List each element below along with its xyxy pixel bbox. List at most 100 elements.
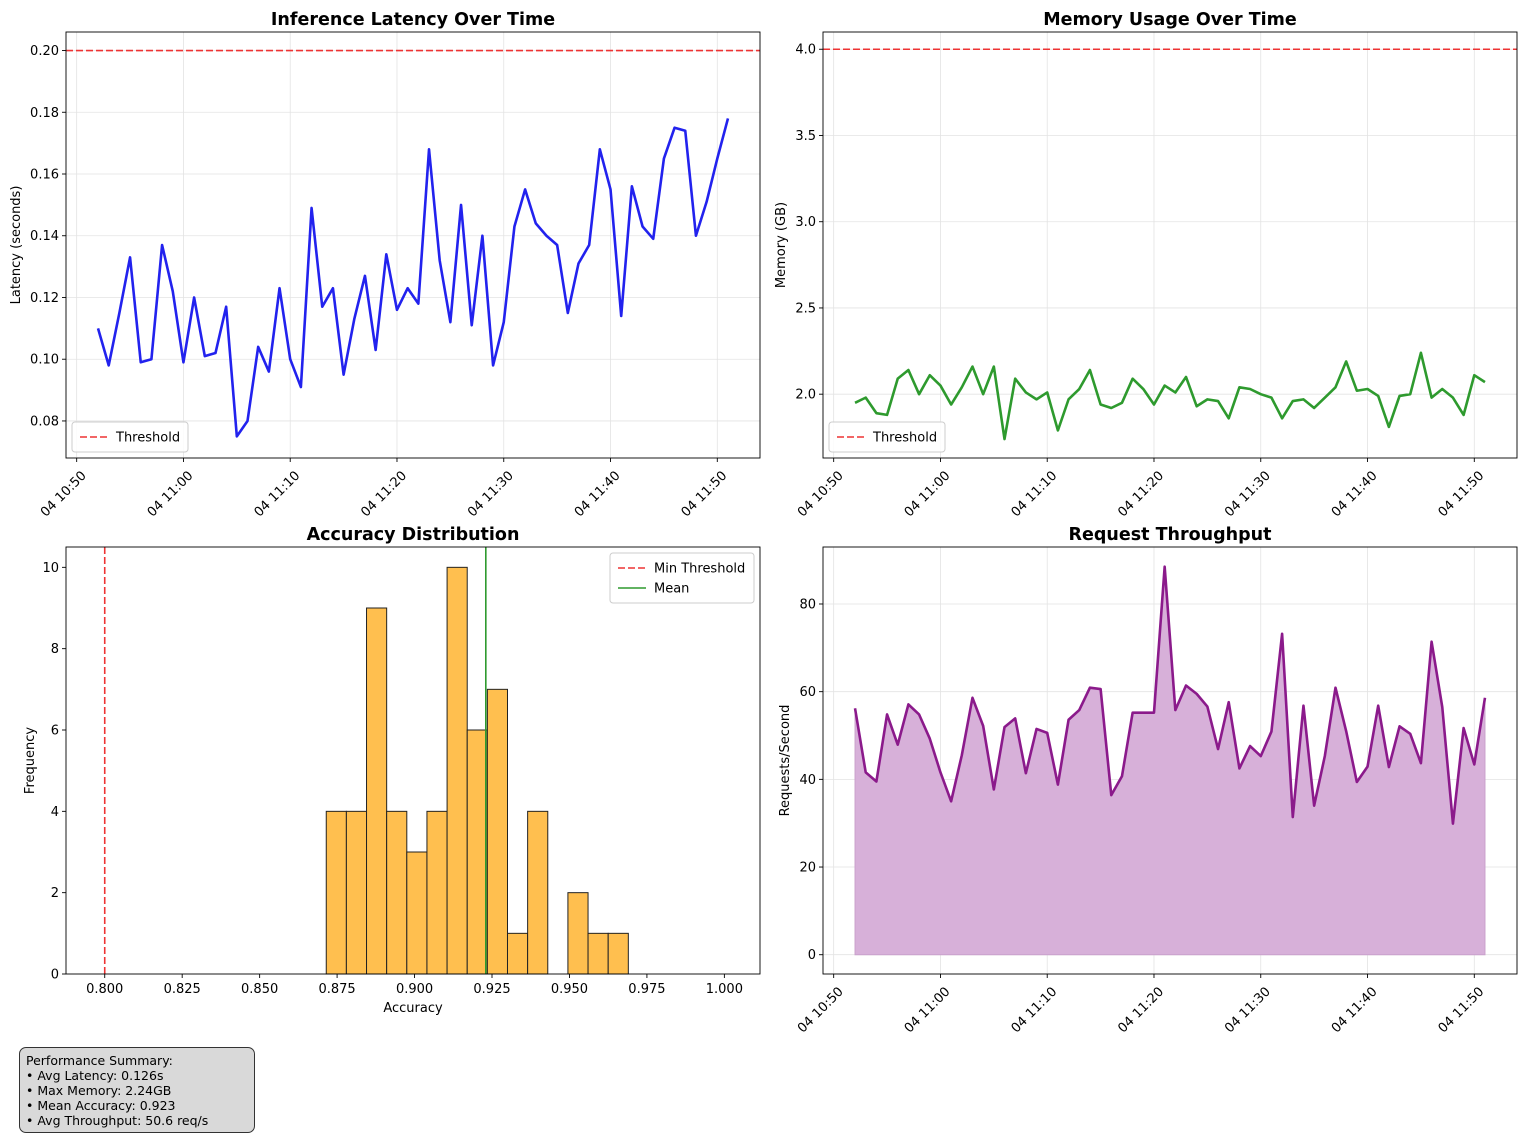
throughput-data-point [982,725,985,728]
latency-data-point [118,312,121,315]
x-tick-label: 04 10:50 [38,468,90,520]
throughput-data-point [1217,748,1220,751]
x-tick-label: 0.825 [164,982,201,997]
memory-data-point [1270,396,1273,399]
performance-summary-box: Performance Summary: • Avg Latency: 0.12… [19,1047,255,1133]
memory-data-point [950,403,953,406]
accuracy-axes-frame [65,546,761,975]
memory-data-point [1185,376,1188,379]
latency-data-point [204,355,207,358]
histogram-bar [607,932,629,975]
memory-data-point [1003,438,1006,441]
latency-data-point [631,185,634,188]
memory-data-point [918,393,921,396]
throughput-data-point [1270,730,1273,733]
y-tick-label: 0.20 [30,44,59,59]
memory-data-point [1302,398,1305,401]
throughput-y-axis-label: Requests/Second [778,705,793,817]
y-tick-label: 2.5 [795,301,816,316]
throughput-data-point [1153,711,1156,714]
accuracy-chart: 0 2 4 6 8 10 0.800 0.825 0.850 0.875 0.900 0.925 0.9… [23,525,761,1016]
memory-data-point [1249,388,1252,391]
x-tick-label: 04 10:50 [795,984,847,1036]
summary-title: Performance Summary: [26,1053,173,1068]
memory-data-point [1291,400,1294,403]
x-tick-label: 04 11:20 [358,468,410,520]
histogram-bar [527,810,549,975]
throughput-data-point [918,713,921,716]
latency-data-point [332,287,335,290]
latency-data-point [139,361,142,364]
y-tick-label: 0 [51,968,59,983]
histogram-bar [406,851,428,975]
throughput-data-point [1238,767,1241,770]
memory-data-point [928,374,931,377]
throughput-data-point [928,737,931,740]
latency-data-point [577,262,580,265]
histogram-bar [506,932,529,975]
latency-data-point [150,358,153,361]
throughput-data-point [1377,704,1380,707]
memory-data-point [1473,374,1476,377]
latency-data-point [374,349,377,352]
memory-data-point [1281,417,1284,420]
legend-label: Min Threshold [654,562,745,577]
latency-data-point [417,302,420,305]
throughput-data-point [939,771,942,774]
y-tick-label: 60 [799,685,816,700]
latency-data-point [396,309,399,312]
throughput-data-point [896,743,899,746]
legend-frame [71,421,189,453]
x-tick-label: 04 11:50 [1436,984,1488,1036]
memory-data-point [1334,386,1337,389]
x-tick-label: 04 11:40 [572,468,624,520]
x-tick-label: 04 11:30 [1222,468,1274,520]
memory-data-point [1142,388,1145,391]
memory-data-point [1377,395,1380,398]
memory-data-point [1035,398,1038,401]
accuracy-legend: Min Threshold Mean [609,552,755,604]
histogram-bar [446,566,468,975]
latency-data-point [663,157,666,160]
y-tick-label: 4.0 [795,43,816,58]
latency-data-point [289,358,292,361]
memory-series-line [854,351,1486,441]
memory-data-point [1206,398,1209,401]
latency-data-point [193,296,196,299]
latency-data-point [129,256,132,259]
throughput-data-point [1046,732,1049,735]
latency-data-point [727,117,730,120]
throughput-axes-frame [822,546,1518,975]
latency-data-point [438,259,441,262]
latency-data-point [300,386,303,389]
throughput-data-point [854,707,857,710]
throughput-data-point [1441,706,1444,709]
memory-data-point [993,365,996,368]
y-tick-label: 40 [799,773,816,788]
x-tick-label: 04 11:10 [1009,468,1061,520]
histogram-bar [426,810,448,975]
throughput-data-point [1291,816,1294,819]
latency-data-point [588,244,591,247]
x-tick-label: 04 11:40 [1329,984,1381,1036]
accuracy-x-axis-label: Accuracy [383,1001,443,1016]
latency-data-point [716,157,719,160]
latency-data-point [353,318,356,321]
latency-data-point [310,207,313,210]
x-tick-label: 04 11:10 [1009,984,1061,1036]
y-tick-label: 0 [808,948,816,963]
throughput-series-line [853,565,1487,825]
x-tick-label: 0.975 [628,982,665,997]
x-tick-label: 1.000 [706,982,743,997]
histogram-bar [466,729,488,975]
memory-data-point [1057,429,1060,432]
latency-data-point [107,364,110,367]
throughput-data-point [1067,718,1070,721]
legend-label: Mean [654,582,689,597]
throughput-data-point [1302,704,1305,707]
latency-y-axis-label: Latency (seconds) [9,186,24,305]
throughput-data-point [1430,640,1433,643]
latency-data-point [342,373,345,376]
summary-max-memory: • Max Memory: 2.24GB [26,1083,172,1098]
memory-data-point [939,384,942,387]
